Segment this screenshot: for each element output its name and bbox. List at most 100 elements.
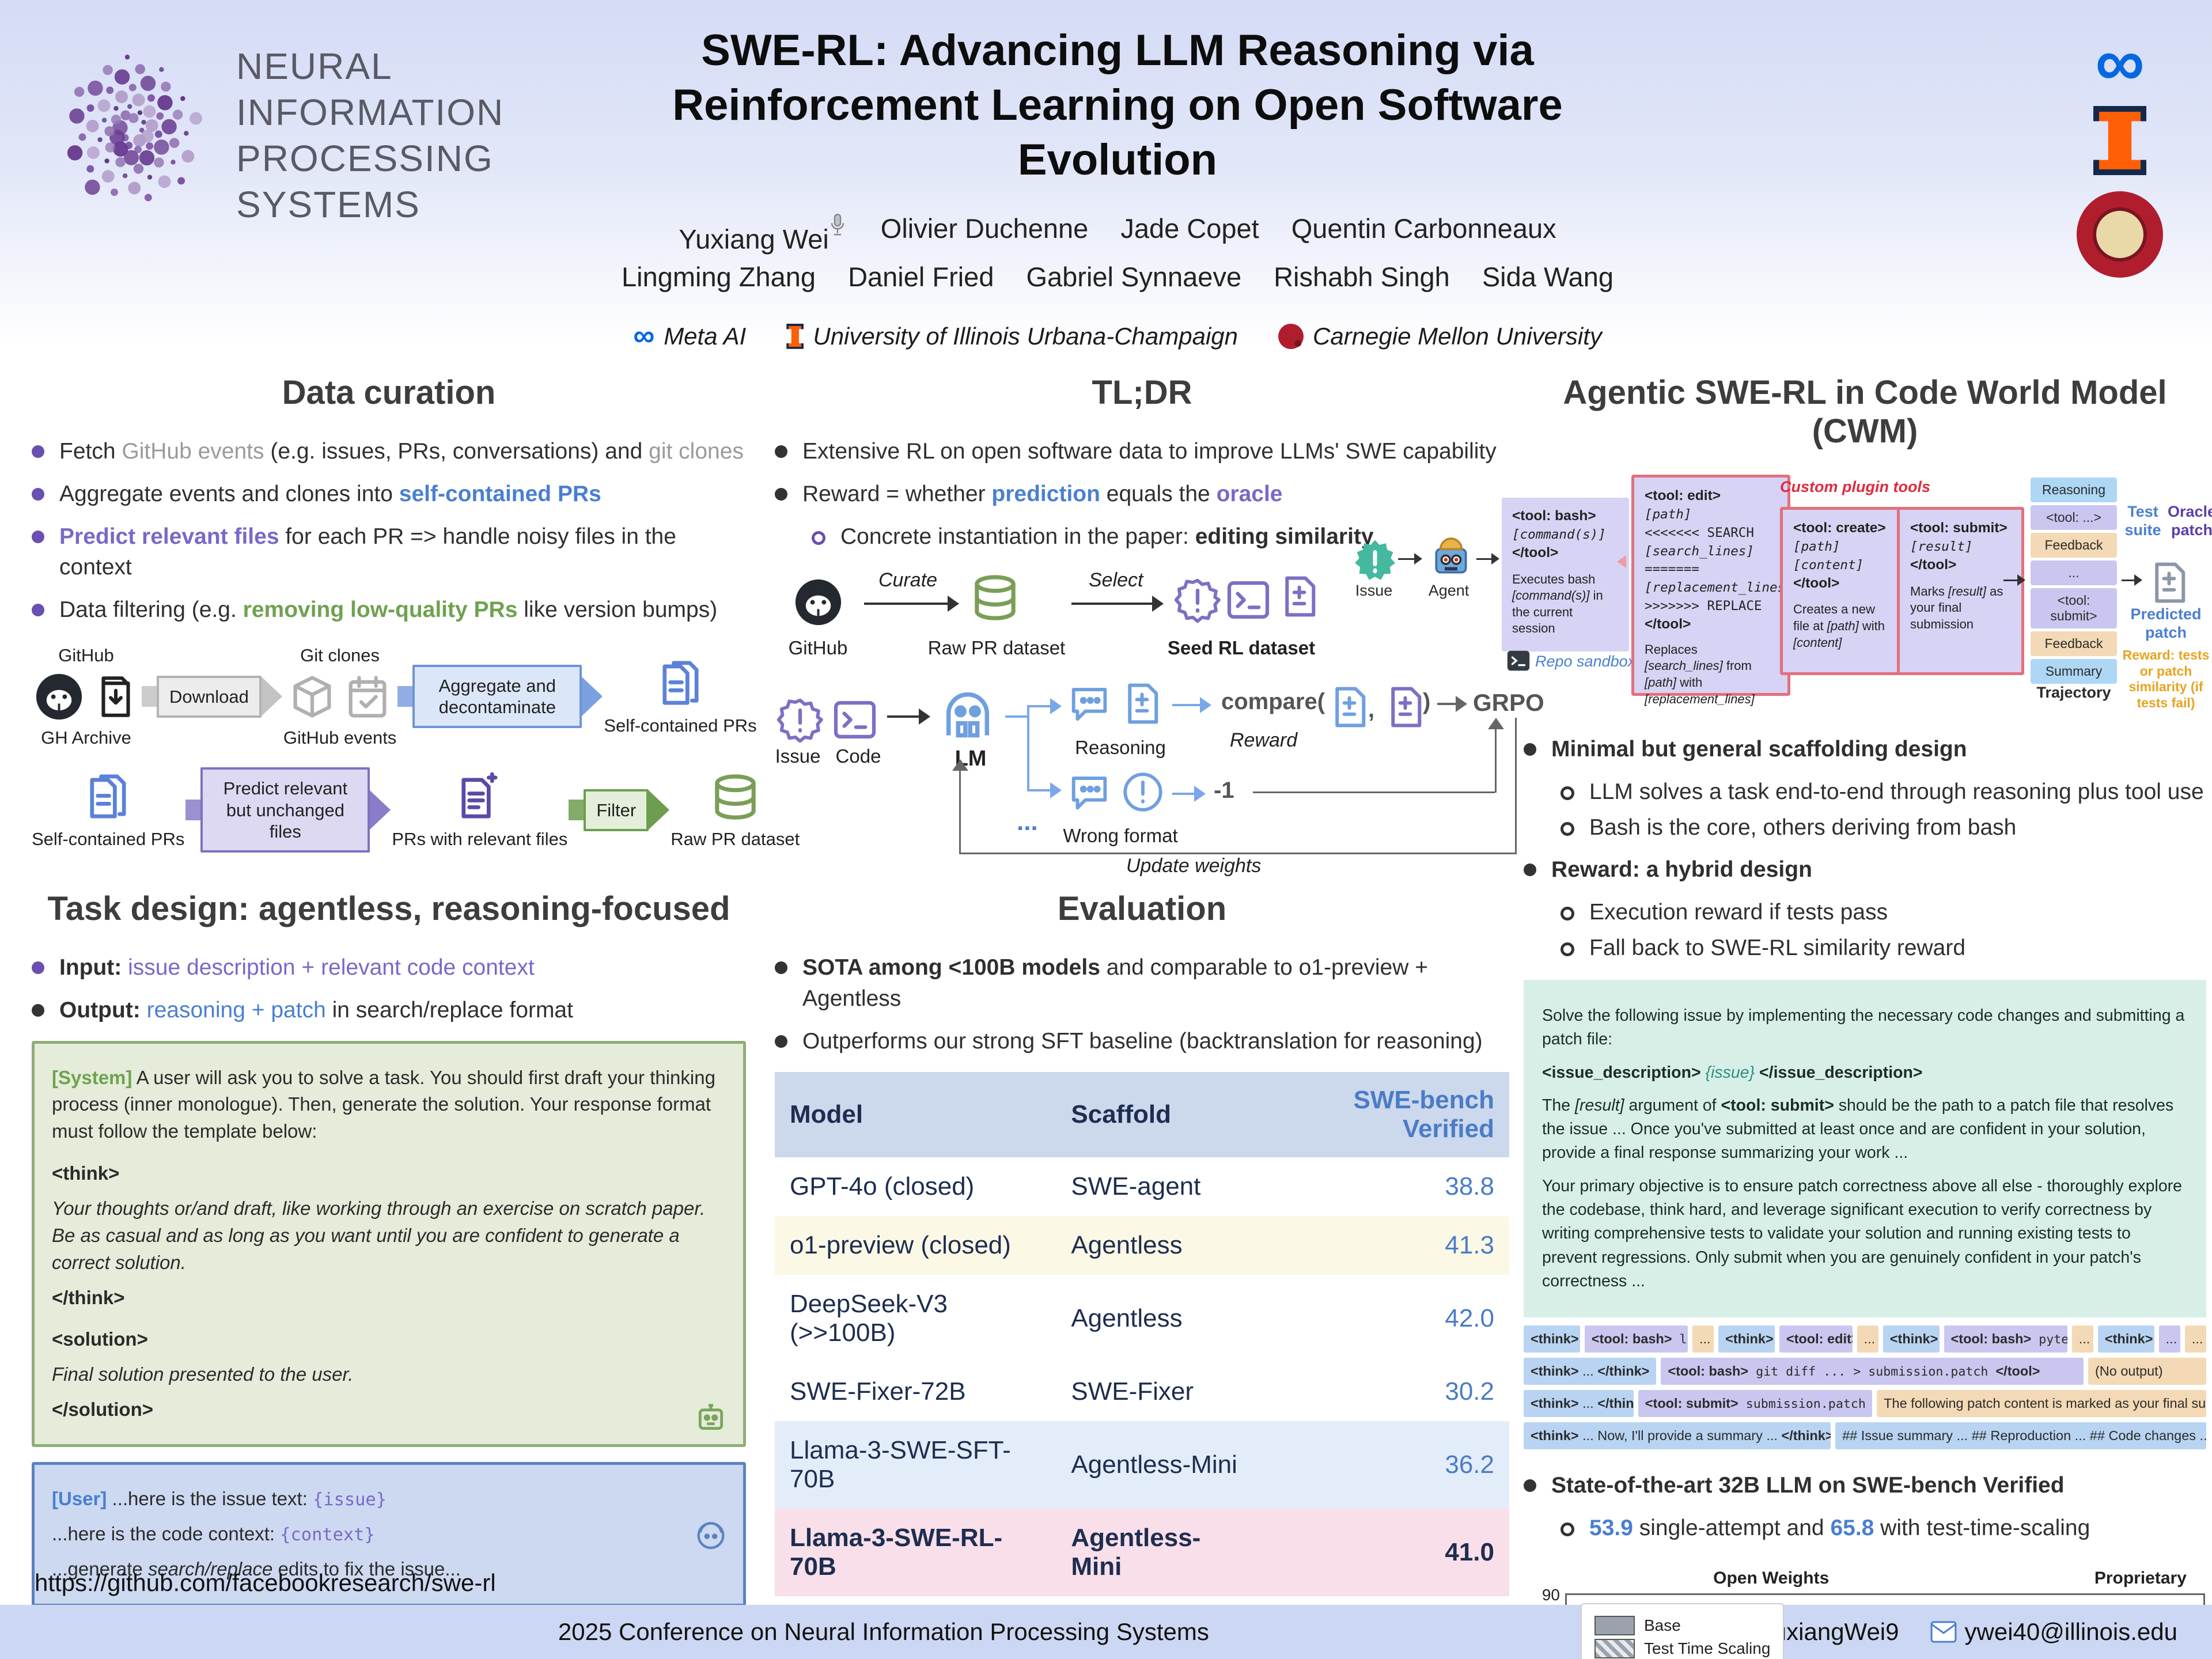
lm-robot-icon bbox=[939, 685, 997, 743]
issue-badge-icon bbox=[1172, 573, 1223, 627]
illinois-logo-icon bbox=[2093, 106, 2146, 175]
section-data-curation: Data curation Fetch GitHub events (e.g. … bbox=[32, 363, 800, 1659]
bullet-text: Predict relevant files for each PR => ha… bbox=[59, 524, 676, 580]
trajectory-chip: Feedback bbox=[2031, 533, 2117, 558]
footer-bar: . 2025 Conference on Neural Information … bbox=[0, 1605, 2212, 1659]
affiliations: ∞ Meta AI University of Illinois Urbana-Ch… bbox=[611, 319, 1624, 353]
trace-chip: The following patch content is marked as… bbox=[1877, 1390, 2206, 1418]
trace-chip: <think> ... bbox=[1883, 1325, 1940, 1353]
meta-logo-icon: ∞ bbox=[2095, 24, 2145, 101]
oracle-patch-icon bbox=[1381, 680, 1430, 734]
flow-arrow: Aggregate and decontaminate bbox=[397, 665, 603, 729]
swe-bench-table: Model Scaffold SWE-bench Verified GPT-4o (c… bbox=[775, 1071, 1509, 1596]
neurips-logo-mark bbox=[46, 40, 219, 230]
table-row: o1-preview (closed) Agentless 41.3 bbox=[775, 1215, 1509, 1275]
trajectory-chips: Reasoning <tool: ...> Feedback... <tool: su… bbox=[2031, 475, 2117, 687]
trace-chip: ## Issue summary ... ## Reproduction ...… bbox=[1835, 1422, 2206, 1450]
trajectory-chip: ... bbox=[2031, 560, 2117, 585]
tool-bash-box: <tool: bash> [command(s)] </tool> Execut… bbox=[1502, 498, 1629, 652]
group-label: Proprietary bbox=[2094, 1568, 2187, 1588]
tldr-diagram: GitHub Curate Raw PR dataset Select Seed… bbox=[775, 569, 1544, 877]
terminal-icon bbox=[1223, 573, 1274, 627]
evaluation-title: Evaluation bbox=[1057, 890, 1227, 928]
bullet-text: Data filtering (e.g. removing low-qualit… bbox=[59, 597, 718, 623]
flow-arrow: Predict relevant but unchanged files bbox=[185, 767, 391, 853]
database-icon bbox=[708, 771, 763, 825]
mail-icon bbox=[1930, 1621, 1957, 1643]
tool-create-box: <tool: create> [path] [content] </tool> Cre… bbox=[1780, 507, 1907, 675]
documents-icon bbox=[653, 657, 708, 712]
flow-node: Git clones GitHub events bbox=[283, 645, 397, 748]
author-name: Quentin Carbonneaux bbox=[1291, 213, 1556, 244]
table-row: SWE-Fixer-72B SWE-Fixer 30.2 bbox=[790, 1377, 1494, 1406]
trace-chip: <tool: bash> ls ... bbox=[1584, 1325, 1688, 1353]
tool-edit-box: <tool: edit> [path] <<<<<<< SEARCH [search_… bbox=[1631, 475, 1793, 706]
table-row: GPT-4o (closed) SWE-agent 38.8 bbox=[790, 1172, 1494, 1200]
author-name: Lingming Zhang bbox=[622, 261, 816, 292]
table-row: Llama-3-SWE-SFT-70B Agentless-Mini 36.2 bbox=[775, 1421, 1509, 1509]
chart-legend: Base Test Time Scaling bbox=[1581, 1603, 1785, 1659]
illinois-icon bbox=[786, 323, 804, 349]
trace-chip: <think> ... Now, I'll provide a summary … bbox=[1524, 1422, 1831, 1450]
flow-arrow: Download bbox=[142, 675, 282, 718]
robot-icon bbox=[692, 1399, 729, 1436]
bullet-text: Extensive RL on open software data to im… bbox=[802, 439, 1497, 464]
data-curation-title: Data curation bbox=[282, 374, 496, 411]
trace-chip: <think> ... bbox=[1524, 1325, 1580, 1353]
repo-url[interactable]: https://github.com/facebookresearch/swe-… bbox=[35, 1569, 496, 1596]
trace-chip: ... bbox=[2071, 1325, 2093, 1353]
reasoning-speech-icon bbox=[1066, 680, 1113, 727]
column-header: Scaffold bbox=[1056, 1071, 1260, 1157]
tldr-title: TL;DR bbox=[1092, 374, 1192, 411]
author-name: Yuxiang Wei bbox=[679, 213, 848, 255]
flow-arrow: Filter bbox=[569, 789, 670, 831]
trajectory-chip: Feedback bbox=[2031, 631, 2117, 656]
cmu-icon bbox=[1278, 323, 1304, 349]
bullet-text: Output: reasoning + patch in search/repl… bbox=[59, 997, 573, 1022]
neurips-logo-text: NEURAL INFORMATION PROCESSING SYSTEMS bbox=[236, 46, 505, 225]
trace-chip: <think> ... </think> bbox=[1524, 1358, 1657, 1385]
trace-chip: <tool: edit> ... bbox=[1779, 1325, 1853, 1353]
bullet-text: Reward = whether prediction equals the o… bbox=[802, 481, 1283, 506]
github-icon bbox=[32, 669, 86, 724]
conference-name: 2025 Conference on Neural Information Pr… bbox=[558, 1618, 1209, 1645]
author-name: Daniel Fried bbox=[848, 261, 994, 292]
system-prompt-box: [System] A user will ask you to solve a … bbox=[32, 1040, 746, 1447]
bullet-text: SOTA among <100B models and comparable t… bbox=[802, 955, 1428, 1012]
trace-chip: <think> ... </think> bbox=[1524, 1390, 1634, 1418]
flow-node: Self-contained PRs bbox=[32, 771, 184, 850]
trajectory-chip: <tool: submit> bbox=[2031, 588, 2117, 628]
table-row: DeepSeek-V3 (>>100B) Agentless 42.0 bbox=[790, 1289, 1494, 1347]
issue-icon bbox=[1351, 538, 1399, 586]
file-download-icon bbox=[91, 669, 141, 724]
trace-chip: <think> ... bbox=[2097, 1325, 2154, 1353]
cwm-title: Agentic SWE-RL in Code World Model (CWM) bbox=[1563, 374, 2167, 450]
trace-chip: (No output) bbox=[2088, 1358, 2207, 1385]
predicted-patch-icon bbox=[2145, 555, 2194, 610]
bullet-text: Outperforms our strong SFT baseline (bac… bbox=[802, 1029, 1483, 1054]
page-title: SWE-RL: Advancing LLM Reasoning via Rein… bbox=[672, 26, 1563, 184]
section-cwm: Agentic SWE-RL in Code World Model (CWM)… bbox=[1355, 363, 2212, 1659]
author-name: Sida Wang bbox=[1482, 261, 1613, 292]
trace-chip: <think> ... bbox=[1718, 1325, 1775, 1353]
sota-sub-bullet: 53.9 single-attempt and 65.8 with test-t… bbox=[1589, 1516, 2090, 1541]
trajectory-chip: Reasoning bbox=[2031, 478, 2117, 502]
data-curation-flow-row1: GitHub GH Archive Download Git clones GitHub… bbox=[32, 645, 757, 748]
terminal-icon bbox=[1505, 647, 1532, 674]
calendar-check-icon bbox=[342, 669, 393, 724]
issue-badge-icon bbox=[775, 692, 825, 747]
package-icon bbox=[287, 669, 338, 724]
alert-icon bbox=[1119, 768, 1166, 816]
trajectory-chip: <tool: ...> bbox=[2031, 505, 2117, 530]
presenter-mic-icon bbox=[829, 213, 849, 239]
bullet-text: Aggregate events and clones into self-co… bbox=[59, 481, 601, 506]
trajectory-example: <think> ...<tool: bash> ls ......<think>… bbox=[1524, 1325, 2207, 1450]
cwm-prompt-box: Solve the following issue by implementin… bbox=[1524, 979, 2206, 1318]
user-face-icon bbox=[692, 1516, 729, 1552]
meta-icon: ∞ bbox=[633, 319, 655, 353]
email-link[interactable]: ywei40@illinois.edu bbox=[1930, 1618, 2177, 1646]
author-name: Gabriel Synnaeve bbox=[1026, 261, 1242, 292]
table-row: Llama-3-SWE-RL-70B Agentless-Mini 41.0 bbox=[775, 1508, 1509, 1596]
flow-node: GitHub GH Archive bbox=[32, 645, 141, 748]
